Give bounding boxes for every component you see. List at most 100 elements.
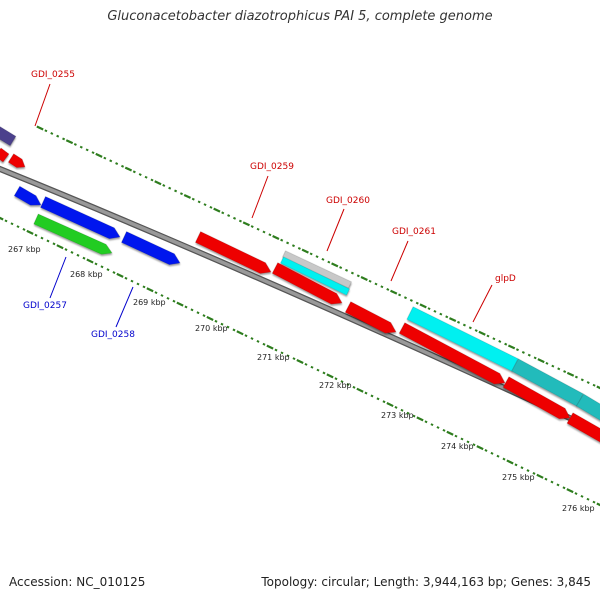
outer-tick [209,205,213,209]
outer-tick [515,348,519,352]
scale-label-272: 272 kbp [319,381,352,390]
outer-tick [545,361,549,365]
gene-label-gdi-0255[interactable]: GDI_0255 [31,70,75,80]
outer-tick [356,274,360,278]
gene-feature-red-top[interactable] [271,262,345,309]
gene-feature-red-top[interactable] [502,376,573,423]
inner-tick [382,400,386,404]
outer-tick [468,326,472,330]
inner-tick [436,426,440,429]
outer-tick [103,156,107,160]
genome-summary-text: Topology: circular; Length: 3,944,163 bp… [261,575,591,589]
gene-feature-teal-top[interactable] [575,393,600,422]
gene-feature-blue-bottom[interactable] [13,185,44,210]
outer-tick [256,227,260,231]
outer-tick [486,334,490,338]
outer-tick [592,383,596,387]
inner-tick [352,385,356,389]
inner-tick [202,314,206,317]
outer-tick [427,307,431,311]
scale-label-270: 270 kbp [195,324,228,333]
outer-tick [79,145,83,149]
outer-tick [109,159,113,163]
inner-tick [190,308,194,312]
inner-tick [476,445,484,451]
outer-tick [179,192,183,196]
outer-tick [132,170,136,174]
outer-tick [203,203,207,207]
inner-tick [304,362,308,366]
gene-feature-red-top[interactable] [7,153,27,171]
scale-label-275: 275 kbp [502,473,535,482]
inner-tick [16,225,20,229]
inner-tick [160,294,164,297]
leader-gdi-0259 [251,175,269,219]
inner-tick [26,229,34,235]
gene-label-gdi-0257[interactable]: GDI_0257 [23,301,67,311]
leader-gdi-0260 [326,208,345,252]
inner-tick [562,486,566,490]
gene-feature-red-top[interactable] [195,231,273,278]
inner-tick [490,451,494,455]
inner-tick [232,328,236,332]
outer-tick [268,233,272,237]
gene-feature-red-top[interactable] [566,412,600,444]
inner-tick [466,440,470,444]
inner-tick [124,276,128,280]
gene-label-gdi-0258[interactable]: GDI_0258 [91,330,135,340]
inner-tick [316,368,320,372]
leader-gdi-0258 [115,286,134,328]
outer-tick [183,193,192,199]
inner-tick [592,500,596,504]
inner-tick [412,414,416,418]
inner-tick [256,339,260,343]
outer-tick [360,276,368,281]
gene-label-gdi-0261[interactable]: GDI_0261 [392,227,436,237]
gene-label-gdi-0259[interactable]: GDI_0259 [250,162,294,172]
gene-feature-red-top[interactable] [0,147,10,163]
outer-tick [162,184,166,187]
inner-tick [4,219,8,223]
genome-backbone [0,165,600,435]
scale-label-268: 268 kbp [70,270,103,279]
inner-tick [34,233,38,237]
outer-tick [527,353,531,357]
gene-feature-blue-bottom[interactable] [121,231,182,269]
outer-tick [492,337,496,341]
outer-tick [419,303,427,309]
inner-tick [46,239,50,243]
outer-tick [213,207,221,213]
inner-tick [40,236,44,240]
gene-feature-red-top[interactable] [344,301,399,338]
outer-tick [150,178,154,182]
outer-tick [321,257,325,261]
outer-tick [221,211,225,215]
gene-feature-purple-top[interactable] [0,124,17,147]
inner-tick [116,272,124,278]
inner-tick [514,463,518,467]
outer-tick [566,371,575,377]
gene-feature-blue-bottom[interactable] [40,196,123,243]
inner-tick [266,344,274,350]
inner-tick [526,469,530,472]
gene-feature-cyan-top[interactable] [280,256,350,296]
gene-feature-red-top[interactable] [398,322,508,389]
inner-tick [136,282,140,286]
outer-tick [85,148,89,152]
inner-tick [166,296,170,300]
inner-tick [496,454,500,458]
outer-tick [95,152,103,158]
outer-tick [380,285,384,289]
inner-tick [86,258,94,264]
inner-tick [556,483,560,487]
scale-label-274: 274 kbp [441,442,474,451]
label-leaders [34,83,493,328]
outer-tick [478,330,486,336]
gene-label-gdi-0260[interactable]: GDI_0260 [326,196,370,206]
outer-tick [345,268,349,272]
inner-tick [10,222,14,226]
inner-tick [322,371,326,375]
inner-tick [274,348,278,352]
gene-feature-green-bottom[interactable] [33,213,114,258]
gene-label-glpd[interactable]: glpD [495,274,516,284]
